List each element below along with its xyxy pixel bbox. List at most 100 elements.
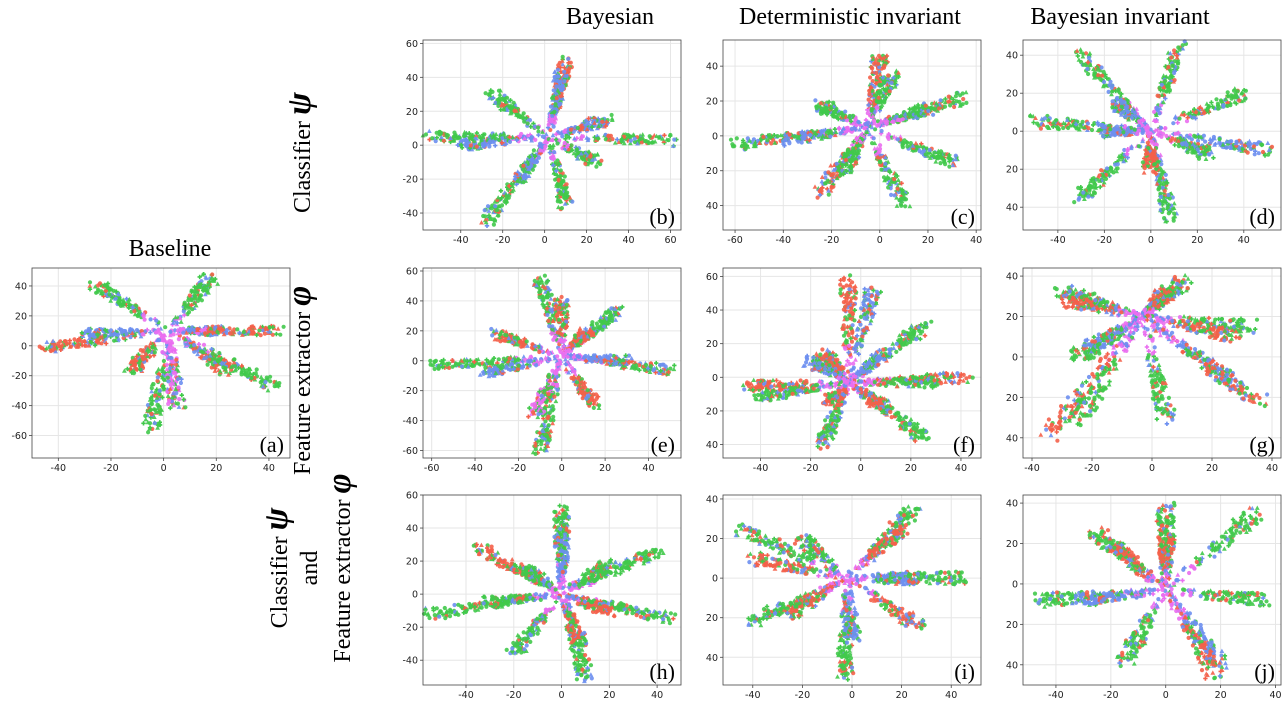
data-point [187,337,193,343]
data-point [853,117,858,122]
data-point [142,317,147,322]
data-point [866,102,872,107]
y-tick-label: 40 [406,73,418,84]
data-point [223,367,228,372]
data-point [108,287,114,292]
data-point [138,334,144,339]
data-point [1149,151,1154,157]
data-point [511,187,516,192]
data-point [1154,166,1159,171]
data-point [1160,185,1165,190]
y-tick-label: 0 [712,131,718,142]
data-point [1121,130,1126,135]
panel-label: (b) [649,204,675,229]
data-point [961,96,966,102]
data-point [1159,172,1164,177]
data-point [854,123,859,128]
data-point [895,183,900,189]
data-point [1163,200,1169,205]
data-point [197,345,203,350]
data-point [195,327,200,332]
data-point [1030,113,1036,119]
data-point [182,300,187,305]
data-point [1123,105,1128,110]
data-point [1262,153,1268,158]
data-point [818,105,823,110]
data-point [771,138,776,143]
data-point [560,96,566,101]
data-point [1167,75,1172,81]
data-point [552,150,557,155]
data-point [185,341,190,346]
data-point [175,401,180,406]
data-point [953,156,959,162]
data-point [603,123,608,129]
data-point [839,110,844,115]
data-point [245,373,250,378]
data-point [1201,151,1207,156]
data-point [186,310,192,315]
data-point [491,222,496,227]
data-point [87,283,93,288]
data-point [562,140,567,146]
data-point [63,339,68,344]
data-point [851,139,856,144]
y-tick-label: 20 [706,166,718,177]
baseline-title: Baseline [128,236,212,262]
data-point [124,331,129,337]
x-tick-label: -40 [1050,235,1066,246]
data-point [1167,50,1173,56]
x-tick-label: 40 [1238,235,1250,246]
data-point [523,172,529,178]
data-point [963,89,969,95]
y-tick-label: 40 [706,201,718,212]
data-point [168,332,173,338]
data-point [1098,122,1104,128]
data-point [1207,145,1212,150]
data-point [1129,115,1135,121]
data-point [583,161,588,166]
data-point [606,137,611,142]
data-point [521,163,526,168]
data-point [157,392,162,397]
data-point [870,88,875,93]
data-point [1224,145,1229,150]
data-point [262,331,267,336]
data-point [1168,138,1173,143]
data-point [567,66,572,71]
data-point [792,134,797,139]
data-point [448,135,453,140]
data-point [1125,109,1130,114]
data-point [551,124,556,129]
data-point [1157,186,1162,191]
data-point [543,131,549,137]
data-point [1158,176,1163,181]
data-point [441,138,446,143]
data-point [1038,126,1043,131]
data-point [232,363,238,369]
data-point [728,137,734,142]
x-tick-label: 0 [161,463,167,474]
data-point [874,56,879,61]
data-point [476,145,482,150]
data-point [1167,196,1172,201]
data-point [887,89,892,94]
data-point [145,419,151,425]
data-point [853,127,858,132]
data-point [612,140,618,145]
data-point [552,69,558,74]
data-point [217,351,222,356]
data-point [52,346,57,351]
data-point [927,155,933,160]
data-point [1108,127,1113,132]
data-point [550,142,556,147]
data-point [154,398,159,403]
data-point [151,382,156,387]
data-point [868,85,874,90]
data-point [132,357,137,362]
data-point [183,337,188,342]
data-point [532,160,537,165]
data-point [896,177,901,182]
data-point [95,288,101,293]
